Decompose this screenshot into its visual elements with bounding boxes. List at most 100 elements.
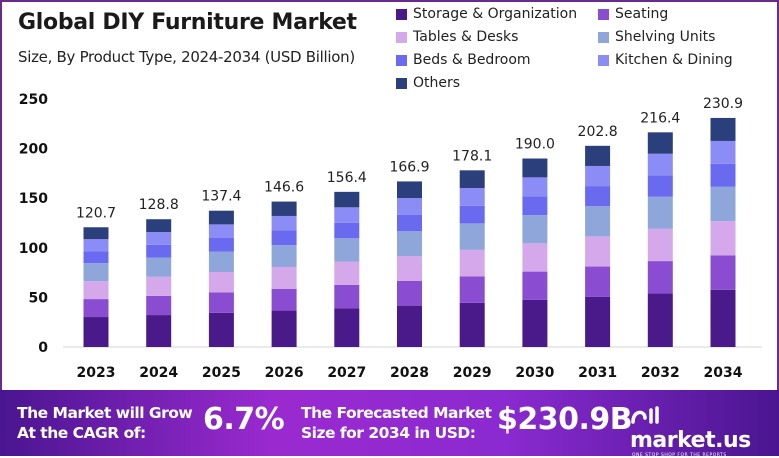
bar-segment — [710, 289, 736, 347]
bar-segment — [397, 305, 422, 347]
legend-item: Seating — [598, 6, 668, 22]
legend-swatch — [396, 54, 407, 66]
bar-segment — [522, 299, 548, 347]
legend-swatch — [396, 31, 407, 43]
bar-total-label: 137.4 — [201, 189, 241, 205]
cagr-label-line2: At the CAGR of: — [17, 424, 146, 442]
bar-total-label: 146.6 — [264, 180, 304, 196]
forecast-label: The Forecasted Market Size for 2034 in U… — [301, 403, 492, 443]
bar-segment — [271, 245, 297, 267]
bar-segment — [83, 299, 109, 318]
x-tick-label: 2025 — [202, 365, 241, 381]
x-tick-label: 2030 — [515, 365, 554, 381]
bar-segment — [271, 288, 297, 311]
x-tick-label: 2027 — [327, 365, 366, 381]
bar-segment — [397, 280, 422, 306]
y-tick-label: 200 — [19, 142, 48, 158]
y-tick-label: 250 — [19, 92, 48, 108]
bar-segment — [83, 263, 109, 282]
legend-swatch — [598, 54, 609, 66]
legend-item: Others — [396, 75, 460, 91]
cagr-label-line1: The Market will Grow — [17, 404, 193, 422]
y-tick-label: 50 — [29, 290, 49, 306]
bar-segment — [459, 276, 485, 303]
legend-label: Seating — [615, 6, 669, 22]
bar-segment — [334, 308, 360, 347]
x-tick-label: 2024 — [139, 365, 178, 381]
bar-segment — [647, 261, 673, 294]
x-tick-label: 2026 — [265, 365, 304, 381]
bar-segment — [334, 191, 360, 208]
legend-item: Storage & Organization — [396, 6, 577, 22]
bar-segment — [585, 186, 611, 207]
bar-segment — [83, 281, 109, 300]
bar-total-label: 230.9 — [703, 96, 743, 112]
bar-segment — [459, 249, 485, 277]
bar-segment — [459, 302, 485, 347]
y-tick-label: 0 — [38, 340, 48, 356]
bar-segment — [647, 228, 673, 262]
legend-label: Kitchen & Dining — [615, 52, 733, 68]
cagr-label: The Market will Grow At the CAGR of: — [17, 403, 193, 443]
bar-segment — [459, 205, 485, 224]
bar-segment — [334, 238, 360, 262]
bar-segment — [271, 215, 297, 231]
bar-segment — [647, 153, 673, 176]
bar-segment — [271, 230, 297, 246]
bar-segment — [208, 312, 234, 347]
x-tick-label: 2032 — [641, 365, 680, 381]
bar-segment — [146, 219, 172, 233]
footer-banner: The Market will Grow At the CAGR of: 6.7… — [0, 390, 779, 458]
legend-item: Beds & Bedroom — [396, 52, 531, 68]
bar-segment — [585, 145, 611, 166]
bar-segment — [83, 317, 109, 347]
bar-segment — [459, 188, 485, 206]
bar-total-label: 178.1 — [452, 148, 492, 164]
bar-segment — [585, 165, 611, 187]
bar-total-label: 202.8 — [578, 124, 618, 140]
legend-swatch — [598, 31, 609, 43]
legend-label: Storage & Organization — [413, 6, 578, 22]
bar-segment — [397, 256, 422, 281]
forecast-label-line1: The Forecasted Market — [301, 404, 492, 422]
bar-segment — [146, 257, 172, 277]
bar-segment — [647, 132, 673, 154]
bar-segment — [710, 186, 736, 222]
bar-segment — [585, 236, 611, 267]
bar-segment — [208, 251, 234, 273]
bar-segment — [146, 232, 172, 245]
bar-total-label: 190.0 — [515, 137, 555, 153]
forecast-label-line2: Size for 2034 in USD: — [301, 424, 476, 442]
bar-segment — [271, 266, 297, 289]
bar-segment — [334, 207, 360, 223]
bar-segment — [522, 196, 548, 216]
bar-segment — [522, 158, 548, 178]
bar-segment — [585, 296, 611, 347]
chart-subtitle: Size, By Product Type, 2024-2034 (USD Bi… — [18, 48, 355, 66]
bar-segment — [146, 276, 172, 296]
legend-label: Beds & Bedroom — [413, 52, 531, 68]
bar-segment — [397, 231, 422, 257]
cagr-value: 6.7% — [203, 402, 285, 437]
x-tick-label: 2031 — [578, 365, 617, 381]
bar-segment — [208, 210, 234, 225]
bar-segment — [397, 198, 422, 215]
bar-segment — [208, 224, 234, 238]
brand-logo-icon — [631, 406, 659, 424]
bar-total-label: 216.4 — [640, 110, 680, 126]
bar-segment — [208, 292, 234, 313]
bar-segment — [83, 239, 109, 252]
bar-segment — [271, 201, 297, 216]
legend-label: Shelving Units — [615, 29, 716, 45]
legend-item: Tables & Desks — [396, 29, 518, 45]
bar-segment — [271, 310, 297, 347]
bar-segment — [459, 170, 485, 189]
bar-segment — [397, 181, 422, 199]
bar-total-label: 166.9 — [389, 159, 429, 175]
y-tick-label: 100 — [19, 241, 48, 257]
legend-item: Shelving Units — [598, 29, 715, 45]
brand-name: market.us — [630, 428, 751, 453]
legend-swatch — [598, 8, 609, 20]
bar-segment — [334, 284, 360, 309]
